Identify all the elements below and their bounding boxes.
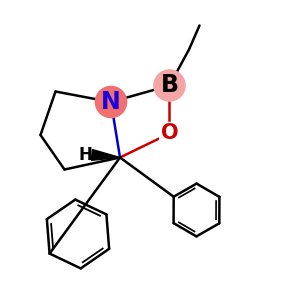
Polygon shape (92, 150, 120, 160)
Text: O: O (161, 124, 178, 143)
Text: N: N (101, 90, 121, 114)
Text: H: H (79, 146, 92, 164)
Circle shape (95, 86, 127, 118)
Circle shape (154, 70, 185, 101)
Text: B: B (160, 74, 178, 98)
